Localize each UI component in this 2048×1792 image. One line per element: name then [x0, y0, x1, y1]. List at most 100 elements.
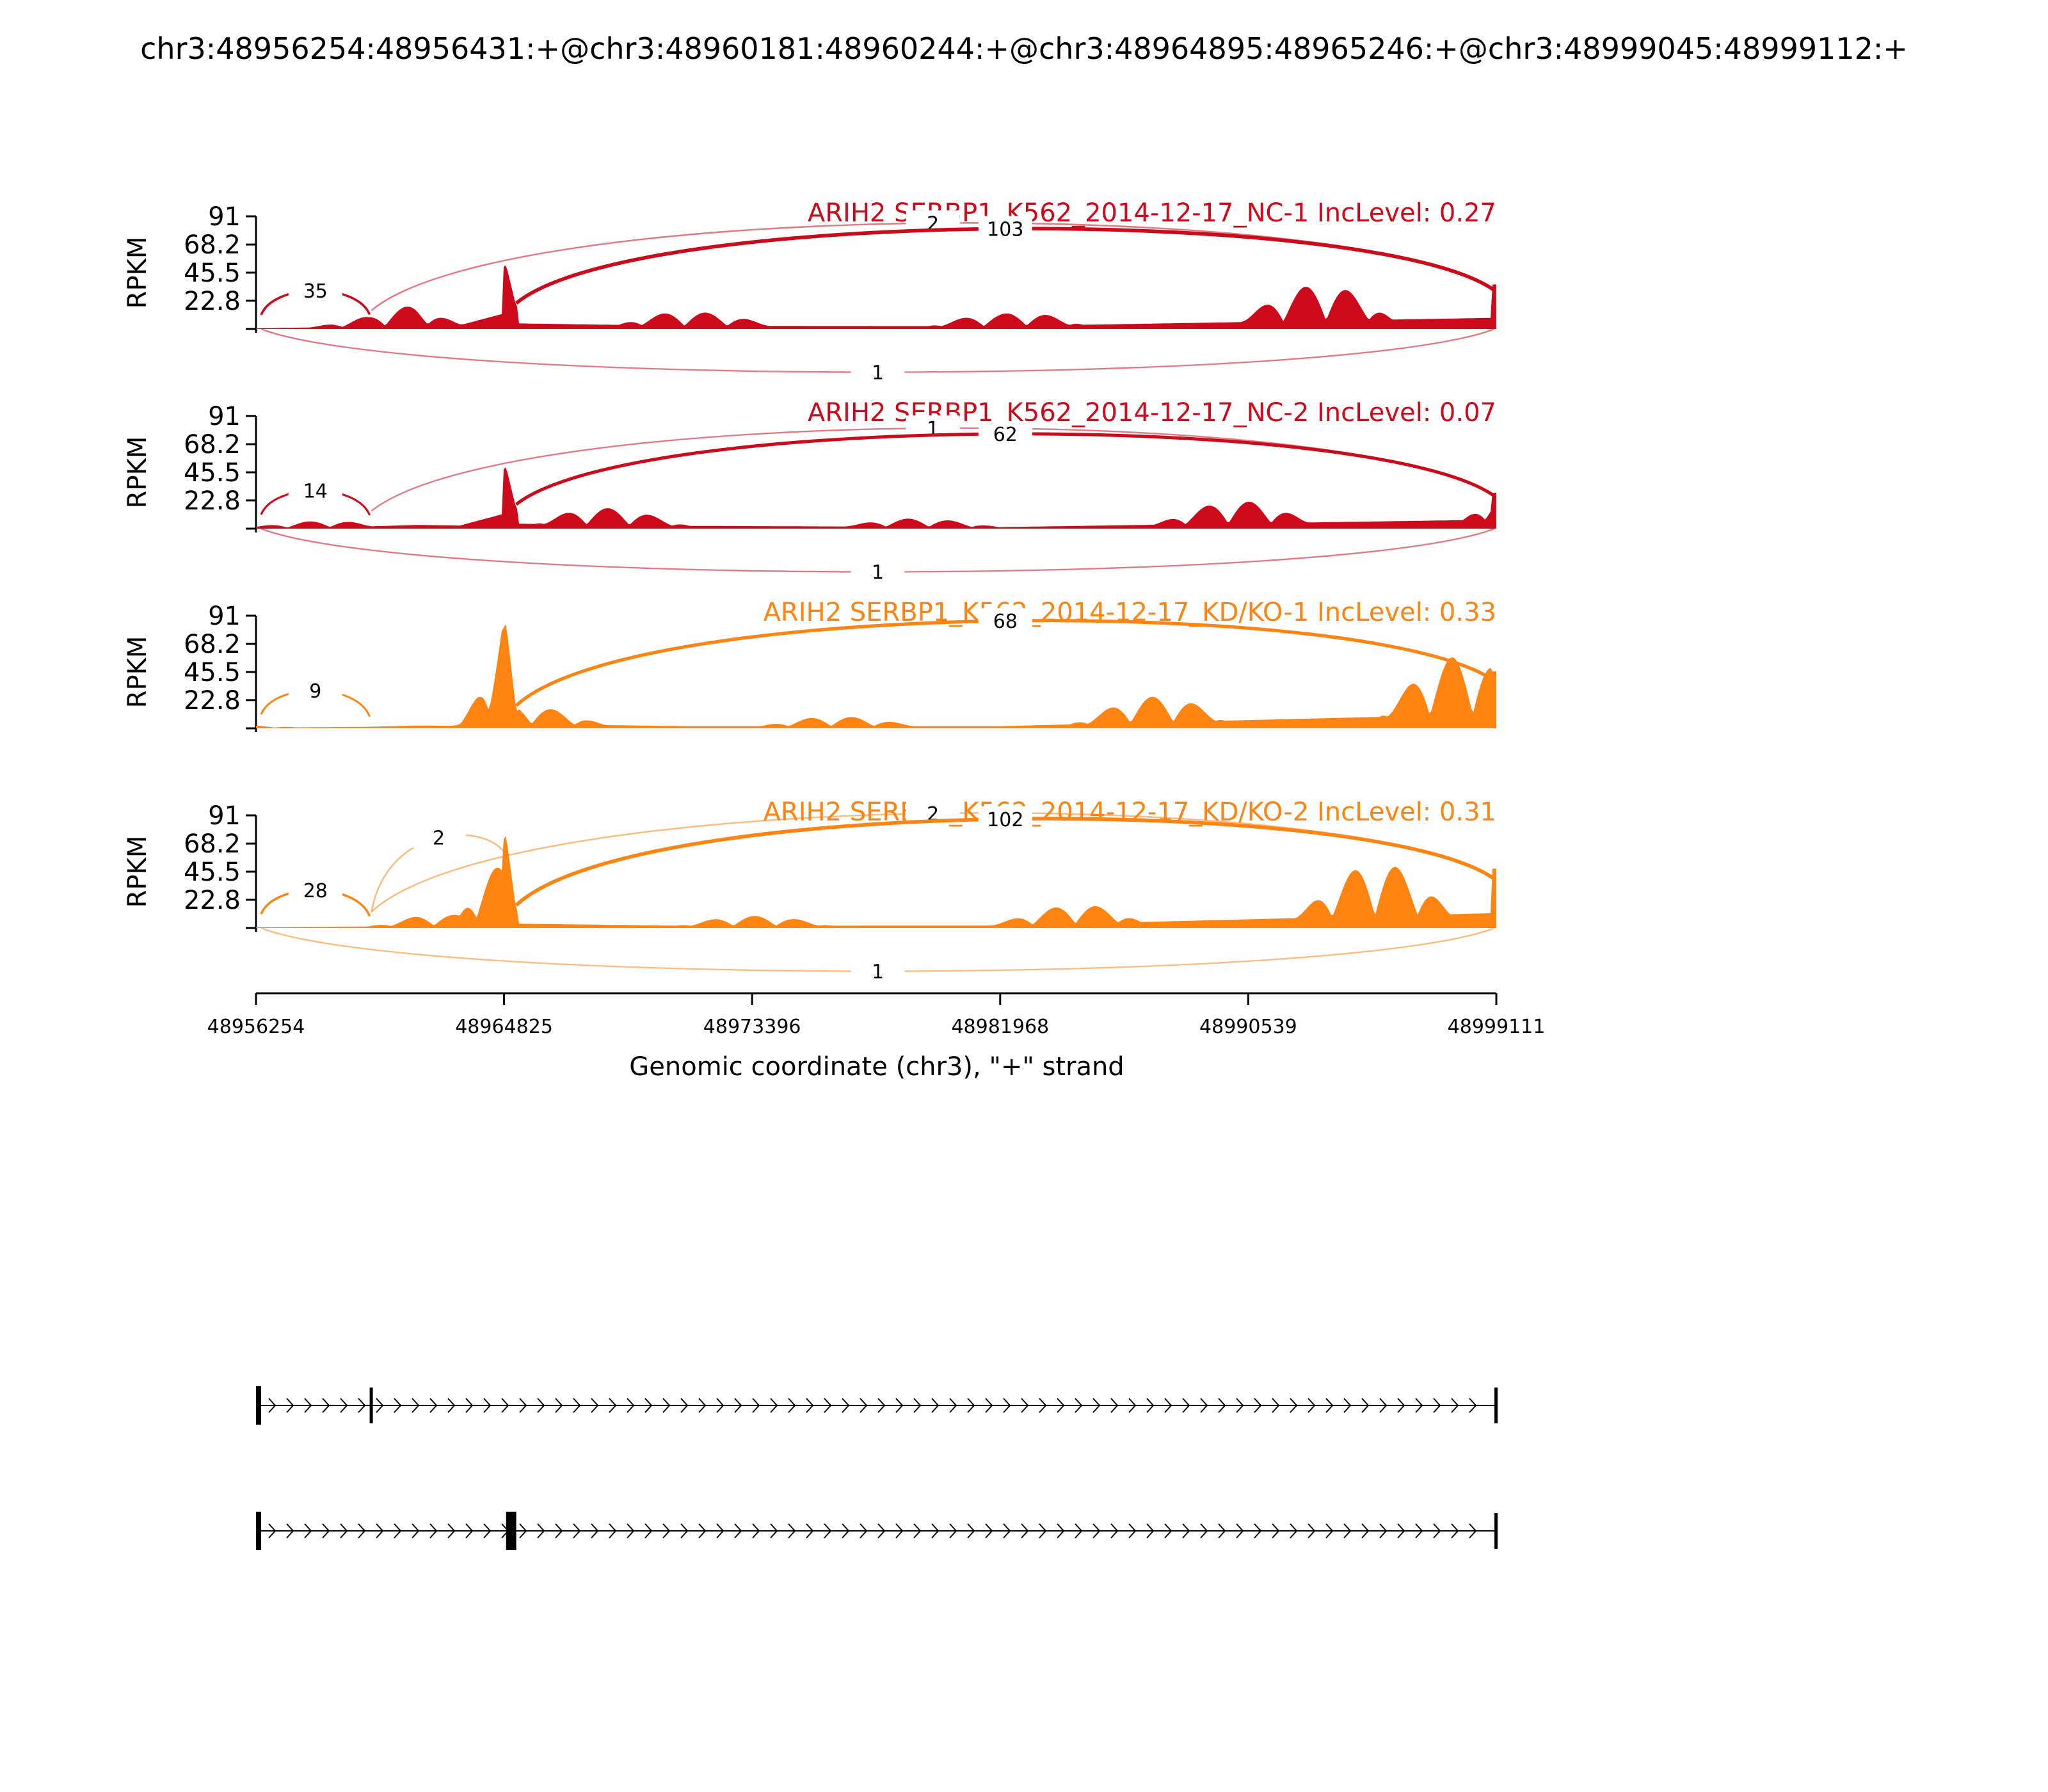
strand-arrow	[1451, 1523, 1459, 1539]
strand-arrow	[752, 1523, 760, 1539]
strand-arrow	[644, 1398, 653, 1413]
x-tick-label: 48956254	[207, 1016, 305, 1038]
strand-arrow	[429, 1523, 438, 1539]
strand-arrow	[447, 1398, 456, 1413]
junction-count: 28	[303, 880, 328, 902]
strand-arrow	[1451, 1398, 1459, 1413]
strand-arrow	[1218, 1398, 1226, 1413]
strand-arrow	[1057, 1398, 1065, 1413]
y-axis-label: RPKM	[123, 436, 152, 509]
strand-arrow	[1021, 1398, 1029, 1413]
strand-arrow	[644, 1523, 653, 1539]
strand-arrow	[877, 1398, 886, 1413]
x-tick-label: 48990539	[1199, 1016, 1297, 1038]
figure-title: chr3:48956254:48956431:+@chr3:48960181:4…	[140, 31, 1908, 66]
junction-count: 1	[872, 562, 884, 584]
junction-count-bg	[412, 824, 466, 848]
strand-arrow	[1469, 1398, 1477, 1413]
strand-arrow	[895, 1523, 904, 1539]
strand-arrow	[358, 1523, 366, 1539]
exon-block	[369, 1388, 373, 1423]
junction-count: 2	[433, 827, 445, 849]
strand-arrow	[376, 1398, 384, 1413]
strand-arrow	[1039, 1523, 1047, 1539]
strand-arrow	[1057, 1523, 1065, 1539]
junction-count-bg	[978, 420, 1032, 444]
y-tick-label: 22.8	[184, 486, 241, 516]
strand-arrow	[1343, 1523, 1352, 1539]
coverage-area	[256, 624, 1496, 728]
junction-arc	[371, 427, 1495, 512]
strand-arrow	[860, 1523, 868, 1539]
strand-arrow	[537, 1523, 545, 1539]
strand-arrow	[1236, 1523, 1244, 1539]
strand-arrow	[698, 1398, 707, 1413]
strand-arrow	[1218, 1523, 1226, 1539]
strand-arrow	[895, 1398, 904, 1413]
strand-arrow	[555, 1398, 563, 1413]
strand-arrow	[1397, 1398, 1405, 1413]
strand-arrow	[1182, 1398, 1190, 1413]
strand-arrow	[1343, 1398, 1352, 1413]
strand-arrow	[340, 1523, 348, 1539]
exon-block	[256, 1386, 262, 1425]
strand-arrow	[394, 1523, 402, 1539]
x-tick-label: 48981968	[951, 1016, 1049, 1038]
strand-arrow	[788, 1398, 796, 1413]
strand-arrow	[1290, 1398, 1298, 1413]
strand-arrow	[1003, 1398, 1011, 1413]
strand-arrow	[806, 1398, 814, 1413]
x-axis-label: Genomic coordinate (chr3), "+" strand	[629, 1052, 1124, 1082]
strand-arrow	[501, 1398, 509, 1413]
coverage-area	[256, 265, 1496, 329]
strand-arrow	[734, 1398, 742, 1413]
strand-arrow	[483, 1523, 492, 1539]
strand-arrow	[483, 1398, 492, 1413]
strand-arrow	[967, 1523, 975, 1539]
strand-arrow	[394, 1398, 402, 1413]
strand-arrow	[1200, 1398, 1208, 1413]
x-tick-label: 48973396	[703, 1016, 801, 1038]
y-axis-label: RPKM	[123, 237, 152, 309]
strand-arrow	[1361, 1398, 1370, 1413]
strand-arrow	[376, 1523, 384, 1539]
y-tick-label: 22.8	[184, 886, 241, 915]
strand-arrow	[304, 1398, 312, 1413]
strand-arrow	[1110, 1398, 1119, 1413]
strand-arrow	[1379, 1523, 1388, 1539]
strand-arrow	[465, 1398, 474, 1413]
strand-arrow	[1308, 1398, 1316, 1413]
y-tick-label: 68.2	[184, 630, 241, 659]
strand-arrow	[1039, 1398, 1047, 1413]
strand-arrow	[1254, 1523, 1262, 1539]
y-tick-label: 91	[208, 801, 241, 831]
junction-count: 103	[987, 218, 1023, 241]
strand-arrow	[985, 1523, 993, 1539]
y-tick-label: 45.5	[184, 858, 241, 887]
junction-count: 9	[309, 680, 321, 703]
strand-arrow	[1308, 1523, 1316, 1539]
strand-arrow	[1021, 1523, 1029, 1539]
y-tick-label: 91	[208, 202, 241, 232]
strand-arrow	[770, 1398, 778, 1413]
strand-arrow	[268, 1398, 276, 1413]
strand-arrow	[842, 1523, 850, 1539]
exon-block	[506, 1512, 516, 1550]
y-tick-label: 45.5	[184, 259, 241, 288]
strand-arrow	[1272, 1523, 1280, 1539]
strand-arrow	[1092, 1398, 1101, 1413]
strand-arrow	[1200, 1523, 1208, 1539]
strand-arrow	[627, 1398, 635, 1413]
strand-arrow	[1415, 1398, 1423, 1413]
strand-arrow	[1325, 1398, 1334, 1413]
y-axis-label: RPKM	[123, 636, 152, 708]
junction-arc	[371, 812, 1495, 913]
isoform-1	[256, 1386, 1498, 1425]
strand-arrow	[1164, 1523, 1172, 1539]
junction-arc	[371, 222, 1495, 311]
strand-arrow	[1397, 1523, 1405, 1539]
